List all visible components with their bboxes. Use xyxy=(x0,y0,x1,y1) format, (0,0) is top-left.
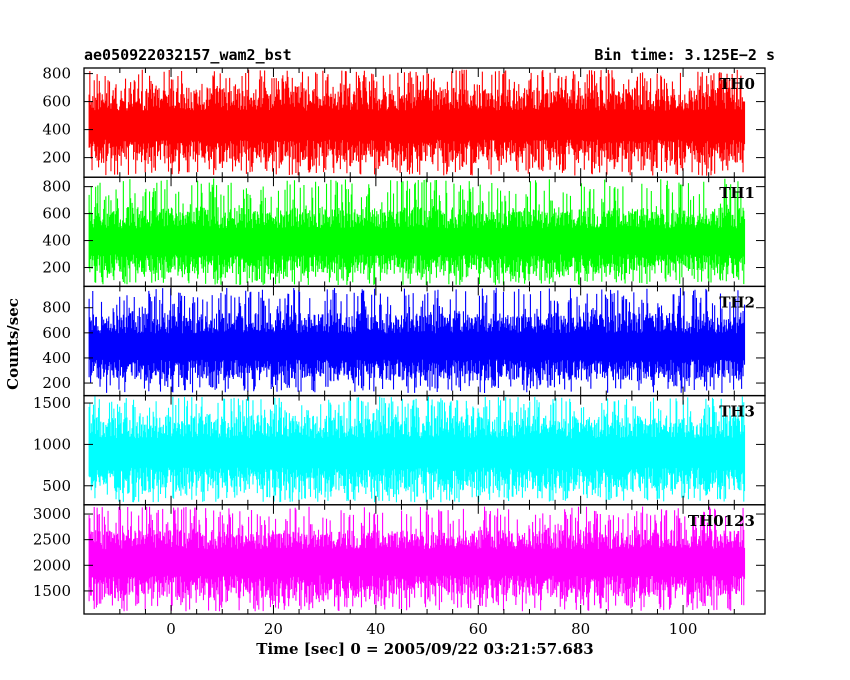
panel-th0123-label: TH0123 xyxy=(688,512,755,530)
panel-th0123: 1500 2000 2500 3000 TH0123 xyxy=(33,504,766,615)
panel-th1-ytick-label: 200 xyxy=(42,259,71,277)
panel-th3-ytick-label: 1500 xyxy=(33,394,71,412)
panel-th0123-ytick-label: 3000 xyxy=(33,505,71,523)
panel-th2-ytick-label: 400 xyxy=(42,349,71,367)
x-axis-label: Time [sec] 0 = 2005/09/22 03:21:57.683 xyxy=(256,640,593,658)
x-tick-label: 20 xyxy=(264,620,283,638)
x-tick-label: 40 xyxy=(366,620,385,638)
panel-th3-ytick-label: 500 xyxy=(42,477,71,495)
panel-th0-ytick-label: 200 xyxy=(42,149,71,167)
panel-th2-ytick-label: 200 xyxy=(42,374,71,392)
panel-th0-ytick-label: 600 xyxy=(42,93,71,111)
panel-th2-label: TH2 xyxy=(719,293,755,311)
panel-th3-label: TH3 xyxy=(719,403,755,421)
panel-th0123-ytick-label: 1500 xyxy=(33,582,71,600)
panel-th1-ytick-label: 600 xyxy=(42,205,71,223)
series-th3-line xyxy=(88,396,746,503)
chart-title: ae050922032157_wam2_bst xyxy=(84,46,292,64)
panel-th1-ytick-label: 400 xyxy=(42,232,71,250)
panel-th3-ytick-label: 1000 xyxy=(33,435,71,453)
panel-th0123-ytick-label: 2000 xyxy=(33,556,71,574)
series-th0123-line xyxy=(88,506,746,612)
panel-th2: 200 400 600 800 TH2 xyxy=(42,285,766,397)
bin-time-label: Bin time: 3.125E−2 s xyxy=(594,46,775,64)
panel-th2-ytick-label: 600 xyxy=(42,324,71,342)
y-axis-label: Counts/sec xyxy=(4,298,22,390)
panel-th2-ytick-label: 800 xyxy=(42,299,71,317)
series-th1-line xyxy=(88,178,746,285)
x-tick-label: 0 xyxy=(166,620,176,638)
x-tick-label: 80 xyxy=(571,620,590,638)
x-tick-label: 60 xyxy=(469,620,488,638)
panel-th1-label: TH1 xyxy=(719,184,755,202)
panel-th3: 500 1000 1500 TH3 xyxy=(33,394,766,506)
panel-th0123-frame xyxy=(83,504,766,615)
panel-th0-ytick-label: 400 xyxy=(42,121,71,139)
panel-th0-label: TH0 xyxy=(719,75,755,93)
panel-th0-ytick-label: 800 xyxy=(42,65,71,83)
panel-th0: 200 400 600 800 TH0 xyxy=(42,65,766,178)
panel-th1-ytick-label: 800 xyxy=(42,178,71,196)
series-th2-line xyxy=(88,287,746,393)
panel-th0123-ytick-label: 2500 xyxy=(33,531,71,549)
x-tick-label: 100 xyxy=(669,620,698,638)
series-th0-line xyxy=(88,69,746,176)
panel-th1: 200 400 600 800 TH1 xyxy=(42,176,766,288)
